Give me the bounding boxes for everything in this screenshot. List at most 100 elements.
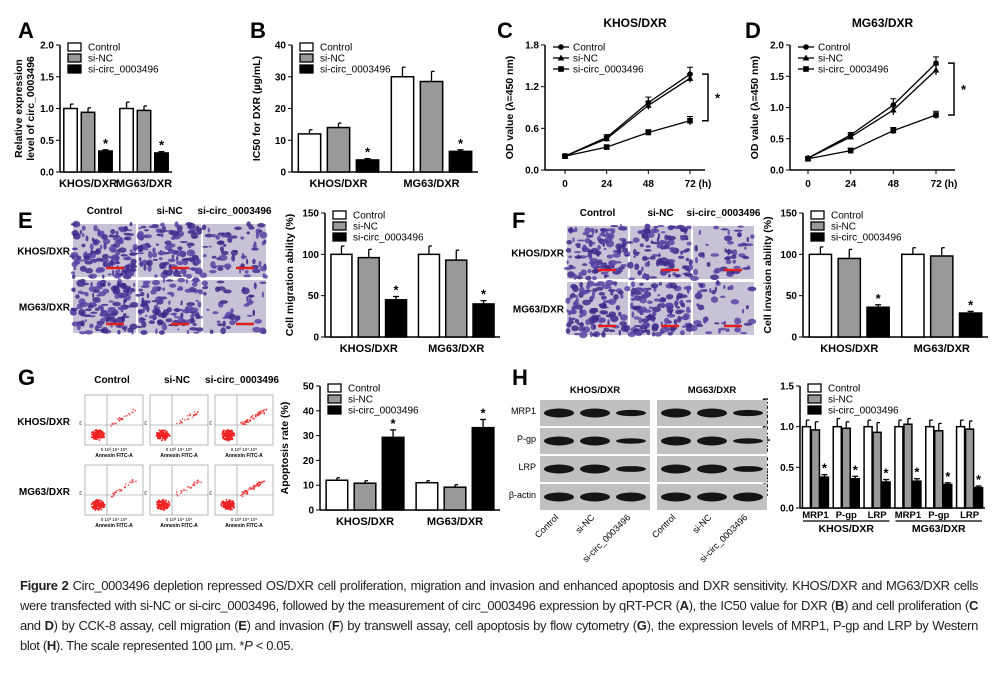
stained-cell bbox=[747, 286, 757, 292]
flow-dot bbox=[159, 437, 162, 439]
stained-cell bbox=[179, 233, 182, 236]
stained-cell bbox=[209, 329, 214, 334]
stained-cell bbox=[714, 286, 718, 292]
stained-cell bbox=[228, 313, 237, 321]
point-square bbox=[562, 153, 568, 159]
flow-dot bbox=[158, 432, 160, 435]
stained-cell bbox=[644, 223, 651, 230]
flow-dot bbox=[241, 491, 244, 493]
flow-dot bbox=[178, 422, 181, 425]
stained-cell bbox=[684, 272, 689, 277]
stained-cell bbox=[257, 223, 266, 228]
stained-cell bbox=[212, 233, 216, 238]
stained-cell bbox=[667, 331, 673, 336]
stained-cell bbox=[732, 249, 738, 256]
legend-label: si-circ_0003496 bbox=[353, 233, 424, 244]
stained-cell bbox=[733, 229, 743, 232]
flow-dot bbox=[247, 489, 249, 491]
stained-cell bbox=[162, 278, 166, 283]
blot-strip bbox=[540, 400, 650, 426]
stained-cell bbox=[177, 286, 184, 290]
stained-cell bbox=[207, 227, 210, 233]
flow-dot bbox=[230, 503, 233, 506]
caption-segment: B bbox=[835, 598, 845, 613]
stained-cell bbox=[620, 263, 627, 267]
flow-dot bbox=[95, 431, 98, 434]
stained-cell bbox=[110, 244, 118, 247]
stained-cell bbox=[144, 314, 148, 317]
stained-cell bbox=[122, 288, 131, 294]
flow-dot bbox=[224, 435, 227, 437]
stained-cell bbox=[634, 291, 643, 296]
flow-dot bbox=[161, 437, 164, 440]
y-axis-title: OD value (λ=450 nm) bbox=[504, 56, 516, 160]
stained-cell bbox=[77, 290, 83, 294]
stained-cell bbox=[259, 281, 267, 284]
x-category-label: MRP1 bbox=[895, 510, 922, 521]
stained-cell bbox=[576, 322, 584, 326]
stained-cell bbox=[600, 262, 604, 269]
stained-cell bbox=[195, 327, 205, 332]
stained-cell bbox=[141, 297, 145, 303]
stained-cell bbox=[192, 276, 200, 284]
flow-dot bbox=[252, 487, 254, 490]
stained-cell bbox=[660, 321, 664, 325]
flow-dot bbox=[196, 481, 198, 484]
stained-cell bbox=[610, 225, 619, 228]
stained-cell bbox=[195, 289, 202, 292]
stained-cell bbox=[246, 314, 253, 317]
stained-cell bbox=[123, 232, 131, 236]
stained-cell bbox=[667, 235, 676, 241]
flow-dot bbox=[167, 506, 170, 508]
stained-cell bbox=[591, 290, 596, 297]
stained-cell bbox=[140, 302, 148, 307]
flow-x-ticks: 0 10³ 10⁴ 10⁵ bbox=[101, 517, 128, 522]
legend-swatch bbox=[332, 221, 347, 231]
stained-cell bbox=[638, 317, 643, 324]
stained-cell bbox=[155, 328, 158, 335]
y-tick-label: 50 bbox=[308, 291, 320, 302]
figure-2: A B C D E F G H 0.0 0.5 1.0 1.5 2.0 Relative expressi… bbox=[13, 16, 988, 564]
stained-cell bbox=[653, 298, 660, 302]
legend-swatch bbox=[327, 405, 342, 415]
stained-cell bbox=[220, 327, 226, 335]
stained-cell bbox=[683, 286, 691, 290]
stained-cell bbox=[639, 243, 644, 247]
flow-dot bbox=[232, 504, 234, 506]
flow-dot bbox=[242, 423, 244, 426]
bar bbox=[471, 426, 495, 511]
x-category-label: P-gp bbox=[928, 510, 949, 521]
panel-label: H bbox=[512, 365, 528, 390]
bar bbox=[357, 256, 380, 338]
bar bbox=[297, 133, 322, 173]
flow-x-label: Annexin FITC-A bbox=[160, 523, 198, 529]
flow-dot bbox=[243, 420, 245, 423]
stained-cell bbox=[705, 243, 709, 246]
legend-marker bbox=[558, 66, 564, 72]
flow-dot bbox=[179, 419, 182, 422]
protein-band bbox=[697, 492, 727, 502]
legend-label: si-circ_0003496 bbox=[573, 65, 644, 76]
stained-cell bbox=[620, 324, 628, 332]
stained-cell bbox=[123, 299, 128, 303]
stained-cell bbox=[197, 301, 202, 308]
flow-dot bbox=[116, 418, 119, 420]
flow-dot bbox=[189, 414, 191, 417]
stained-cell bbox=[618, 329, 622, 336]
stained-cell bbox=[81, 233, 85, 237]
stained-cell bbox=[113, 237, 121, 241]
condition-label: Control bbox=[94, 375, 130, 386]
stained-cell bbox=[724, 256, 731, 261]
flow-dot bbox=[164, 438, 167, 441]
caption-segment: Circ_0003496 depletion repressed OS/DXR … bbox=[20, 578, 979, 613]
stained-cell bbox=[579, 281, 583, 288]
stained-cell bbox=[602, 330, 605, 336]
flow-dot bbox=[131, 480, 133, 482]
migration-image bbox=[199, 221, 268, 279]
flow-dot bbox=[245, 492, 247, 495]
stained-cell bbox=[96, 280, 103, 288]
flow-x-label: Annexin FITC-A bbox=[160, 453, 198, 459]
stained-cell bbox=[633, 255, 636, 258]
stained-cell bbox=[261, 241, 266, 246]
protein-band bbox=[697, 436, 727, 446]
